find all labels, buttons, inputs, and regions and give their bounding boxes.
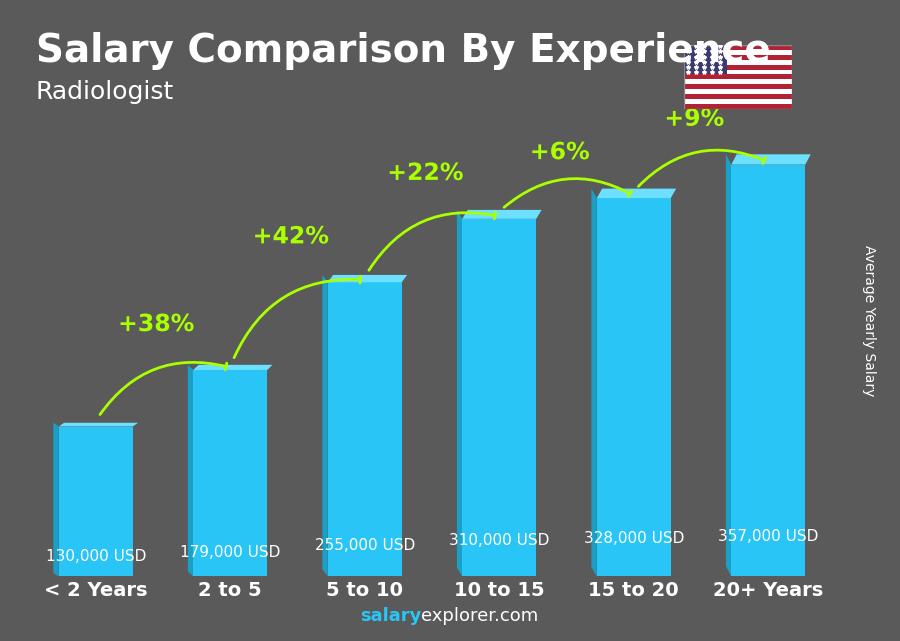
FancyBboxPatch shape <box>194 370 267 576</box>
Text: 328,000 USD: 328,000 USD <box>583 531 684 546</box>
Polygon shape <box>726 154 732 576</box>
Text: 357,000 USD: 357,000 USD <box>718 529 818 544</box>
Bar <box>684 65 792 69</box>
Text: 179,000 USD: 179,000 USD <box>180 545 281 560</box>
FancyBboxPatch shape <box>732 165 806 576</box>
Bar <box>684 85 792 89</box>
Text: +42%: +42% <box>253 224 328 248</box>
Polygon shape <box>58 423 138 426</box>
Text: 255,000 USD: 255,000 USD <box>315 538 415 553</box>
Bar <box>684 104 792 109</box>
Polygon shape <box>457 210 463 576</box>
Bar <box>684 54 792 60</box>
Bar <box>684 45 792 50</box>
Polygon shape <box>591 188 597 576</box>
Bar <box>684 94 792 99</box>
Polygon shape <box>732 154 811 165</box>
Polygon shape <box>463 210 542 219</box>
Polygon shape <box>328 275 407 282</box>
Text: Radiologist: Radiologist <box>36 80 175 104</box>
FancyBboxPatch shape <box>328 282 401 576</box>
Bar <box>684 79 792 85</box>
Polygon shape <box>188 365 194 576</box>
Polygon shape <box>322 275 328 576</box>
Text: +38%: +38% <box>118 312 194 336</box>
Bar <box>684 74 792 79</box>
Text: +9%: +9% <box>664 106 725 131</box>
Bar <box>684 45 727 74</box>
Bar <box>684 50 792 54</box>
Text: Salary Comparison By Experience: Salary Comparison By Experience <box>36 32 770 70</box>
FancyBboxPatch shape <box>463 219 536 576</box>
Polygon shape <box>53 423 58 576</box>
Bar <box>684 99 792 104</box>
FancyBboxPatch shape <box>58 426 132 576</box>
Bar <box>684 89 792 94</box>
Polygon shape <box>194 365 273 370</box>
Text: salary: salary <box>360 607 421 625</box>
Bar <box>684 69 792 74</box>
Polygon shape <box>597 188 676 198</box>
Bar <box>684 60 792 65</box>
Text: +22%: +22% <box>387 161 464 185</box>
Text: 130,000 USD: 130,000 USD <box>46 549 146 565</box>
Text: Average Yearly Salary: Average Yearly Salary <box>861 245 876 396</box>
Text: +6%: +6% <box>530 140 590 164</box>
Text: explorer.com: explorer.com <box>421 607 538 625</box>
FancyBboxPatch shape <box>597 198 670 576</box>
Text: 310,000 USD: 310,000 USD <box>449 533 549 548</box>
